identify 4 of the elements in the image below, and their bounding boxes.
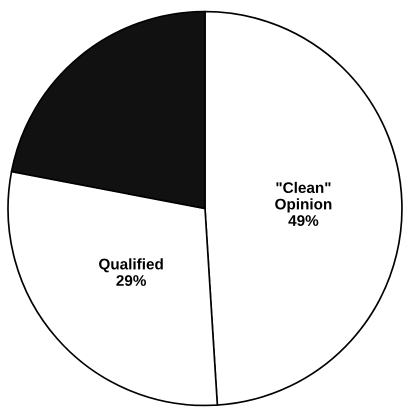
data-label: 49%	[288, 215, 318, 226]
slice-label: "Clean" Opinion	[275, 182, 332, 213]
data-label: 29%	[116, 275, 146, 286]
slice-label: Qualified	[99, 258, 163, 272]
